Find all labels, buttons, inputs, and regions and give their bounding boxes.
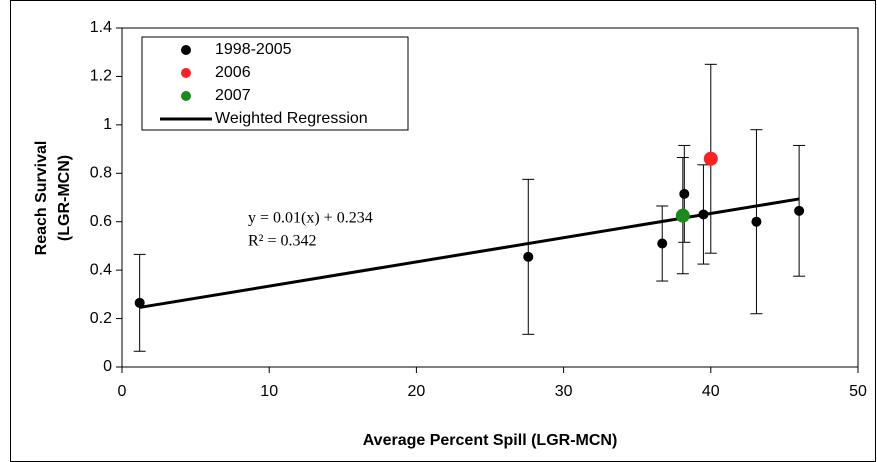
legend-label: 2006 (215, 64, 251, 81)
point (679, 188, 690, 199)
y-tick-label: 0.2 (90, 310, 112, 327)
chart-border (10, 0, 876, 462)
point (675, 208, 690, 223)
annotation: y = 0.01(x) + 0.234 (248, 210, 373, 227)
point (698, 209, 709, 220)
x-tick-label: 40 (702, 383, 720, 400)
legend-label: Weighted Regression (215, 110, 368, 127)
y-axis-label: Reach Survival (33, 141, 50, 256)
y-tick-label: 0.4 (90, 261, 112, 278)
y-tick-label: 1.2 (90, 68, 112, 85)
y-tick-label: 0.8 (90, 165, 112, 182)
point (703, 151, 718, 166)
x-tick-label: 0 (118, 383, 127, 400)
legend-label: 1998-2005 (215, 41, 292, 58)
point (751, 216, 762, 227)
y-tick-label: 1.4 (90, 19, 112, 36)
point (657, 238, 668, 249)
x-tick-label: 20 (408, 383, 426, 400)
x-tick-label: 30 (555, 383, 573, 400)
x-tick-label: 10 (260, 383, 278, 400)
legend-marker (181, 45, 191, 55)
x-axis-label: Average Percent Spill (LGR-MCN) (363, 432, 618, 449)
y-tick-label: 0 (103, 358, 112, 375)
point (523, 251, 534, 262)
y-axis-label: (LGR-MCN) (56, 155, 73, 241)
legend-label: 2007 (215, 87, 251, 104)
y-tick-label: 0.6 (90, 213, 112, 230)
point (794, 205, 805, 216)
y-tick-label: 1 (103, 116, 112, 133)
plot-frame (121, 27, 859, 368)
point (134, 297, 145, 308)
x-tick-label: 50 (849, 383, 867, 400)
legend-marker (181, 91, 191, 101)
annotation: R² = 0.342 (248, 233, 317, 250)
legend-marker (181, 68, 191, 78)
